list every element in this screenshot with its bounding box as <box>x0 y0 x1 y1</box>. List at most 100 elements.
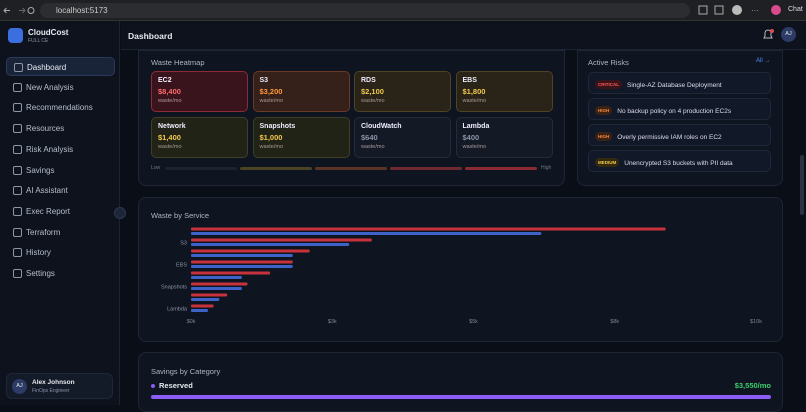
bar <box>191 238 372 242</box>
bar <box>191 304 214 308</box>
tile-unit: waste/mo <box>462 98 487 104</box>
tile-amount: $1,800 <box>462 87 486 96</box>
nav-item[interactable]: History <box>6 243 115 262</box>
x-tick-label: $8k <box>610 319 619 325</box>
risks-all-link[interactable]: All → <box>756 58 771 64</box>
notification-bell[interactable] <box>761 28 775 42</box>
nav-item[interactable]: Terraform <box>6 223 115 242</box>
savings-title: Savings by Category <box>151 367 221 376</box>
heatmap-tile[interactable]: RDS $2,100 waste/mo <box>354 71 451 112</box>
risk-text: Single-AZ Database Deployment <box>627 82 722 89</box>
bar <box>191 254 293 257</box>
risk-item[interactable]: HIGH Overly permissive IAM roles on EC2 <box>588 124 771 146</box>
bar <box>191 293 228 297</box>
heatmap-tile[interactable]: Lambda $400 waste/mo <box>455 117 553 158</box>
nav-item[interactable]: Exec Report <box>6 202 115 221</box>
nav-item[interactable]: Dashboard <box>6 57 115 76</box>
tile-amount: $400 <box>462 133 480 142</box>
tile-unit: waste/mo <box>259 144 284 150</box>
sidebar: CloudCost FULL CE Dashboard New Analysis R… <box>0 21 120 405</box>
risks-title: Active Risks <box>588 58 629 67</box>
top-bar: Dashboard AJ <box>121 21 806 50</box>
savings-dot <box>151 384 155 388</box>
collapse-button[interactable] <box>114 207 126 219</box>
tile-unit: waste/mo <box>259 98 284 104</box>
browser-toolbar: ··· <box>698 5 781 15</box>
header-avatar[interactable]: AJ <box>781 27 796 42</box>
y-tick-label: EBS <box>176 263 187 269</box>
tile-unit: waste/mo <box>361 98 385 104</box>
tile-unit: waste/mo <box>158 98 182 104</box>
risk-badge: MEDIUM <box>595 158 620 167</box>
heatmap-legend-scale <box>165 167 537 170</box>
heatmap-tile[interactable]: CloudWatch $640 waste/mo <box>354 117 451 158</box>
heatmap-title: Waste Heatmap <box>151 58 205 67</box>
nav-item[interactable]: Resources <box>6 119 115 138</box>
tile-service: EC2 <box>158 77 172 84</box>
tile-unit: waste/mo <box>158 144 182 150</box>
nav-item[interactable]: Savings <box>6 161 115 180</box>
heatmap-tile[interactable]: EC2 $8,400 waste/mo <box>151 71 248 112</box>
x-tick-label: $0k <box>187 319 196 325</box>
tile-service: S3 <box>259 77 269 84</box>
risk-item[interactable]: CRITICAL Single-AZ Database Deployment <box>588 72 771 94</box>
x-tick-label: $5k <box>469 319 478 325</box>
nav-item[interactable]: New Analysis <box>6 78 115 97</box>
browser-nav-icons <box>3 7 35 14</box>
y-tick-label: Lambda <box>167 307 188 313</box>
risk-badge: HIGH <box>595 106 613 115</box>
tile-amount: $1,400 <box>158 133 181 142</box>
bar <box>191 260 293 264</box>
tile-service: EBS <box>462 77 477 84</box>
tile-amount: $1,000 <box>259 133 283 142</box>
bar <box>191 298 220 301</box>
bar <box>191 232 542 235</box>
chart-card <box>138 197 783 342</box>
bar <box>191 282 248 286</box>
tile-amount: $8,400 <box>158 87 181 96</box>
tile-amount: $640 <box>361 133 378 142</box>
brand: CloudCost <box>28 28 69 37</box>
user-role: FinOps Engineer <box>32 388 70 394</box>
user-name: Alex Johnson <box>32 379 75 386</box>
y-tick-label: S3 <box>180 241 187 247</box>
legend-high: High <box>541 165 552 171</box>
risk-item[interactable]: HIGH No backup policy on 4 production EC2… <box>588 98 771 120</box>
nav-item[interactable]: Settings <box>6 264 115 283</box>
scrollbar <box>800 155 804 215</box>
bar <box>191 249 310 253</box>
chat-button[interactable]: Chat <box>788 6 803 13</box>
tile-amount: $2,100 <box>361 87 384 96</box>
svg-text:···: ··· <box>751 6 759 15</box>
risk-item[interactable]: MEDIUM Unencrypted S3 buckets with PII da… <box>588 150 771 172</box>
tile-service: CloudWatch <box>361 123 402 130</box>
user-avatar: AJ <box>12 379 27 394</box>
heatmap-tile[interactable]: Snapshots $1,000 waste/mo <box>252 117 350 158</box>
risk-badge: HIGH <box>595 132 613 141</box>
tile-service: RDS <box>361 77 376 84</box>
savings-name: Reserved <box>159 381 193 390</box>
x-tick-label: $3k <box>328 319 337 325</box>
nav-item[interactable]: Risk Analysis <box>6 140 115 159</box>
savings-bar <box>151 395 771 399</box>
heatmap-tile[interactable]: S3 $3,200 waste/mo <box>252 71 350 112</box>
heatmap-tile[interactable]: EBS $1,800 waste/mo <box>455 71 553 112</box>
nav-item[interactable]: AI Assistant <box>6 181 115 200</box>
bar <box>191 309 208 312</box>
bar <box>191 243 350 246</box>
address-bar[interactable]: localhost:5173 <box>40 3 690 18</box>
tile-unit: waste/mo <box>462 144 487 150</box>
savings-amount: $3,550/mo <box>734 381 771 390</box>
nav-item[interactable]: Recommendations <box>6 98 115 117</box>
heatmap-tile[interactable]: Network $1,400 waste/mo <box>151 117 248 158</box>
tile-unit: waste/mo <box>361 144 385 150</box>
bar <box>191 271 271 275</box>
chart-title: Waste by Service <box>151 211 209 220</box>
bar <box>191 287 242 290</box>
tile-amount: $3,200 <box>259 87 283 96</box>
bar <box>191 227 666 231</box>
user-card[interactable]: AJ Alex Johnson FinOps Engineer <box>6 373 113 399</box>
tile-service: Snapshots <box>259 123 296 130</box>
y-tick-label: Snapshots <box>161 285 187 291</box>
